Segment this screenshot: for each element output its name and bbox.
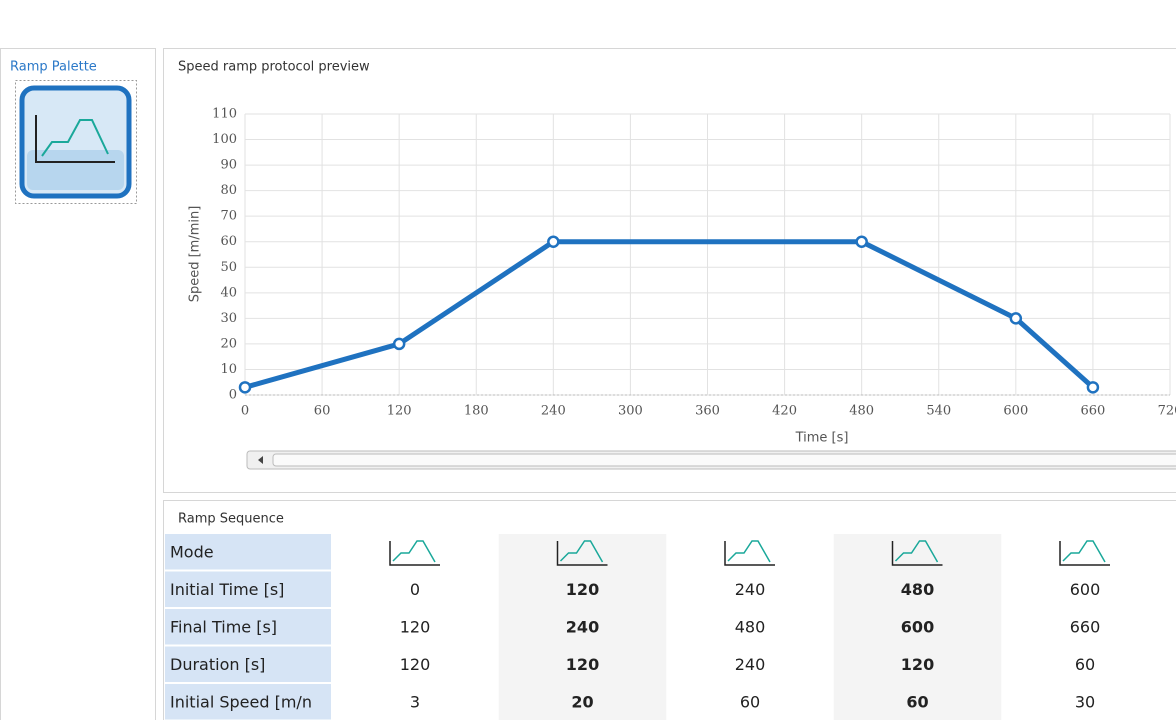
x-tick-label: 600 — [1003, 404, 1028, 419]
y-tick-label: 60 — [220, 234, 237, 249]
mode-icon-ramp — [559, 540, 604, 563]
mode-icon — [724, 541, 775, 566]
cell: 120 — [400, 655, 431, 674]
y-tick-label: 0 — [229, 388, 237, 403]
x-tick-label: 660 — [1081, 404, 1106, 419]
cell: 20 — [571, 692, 593, 711]
x-axis-label: Time [s] — [795, 431, 849, 446]
y-axis-label: Speed [m/min] — [188, 206, 203, 303]
cell: 480 — [901, 580, 934, 599]
table-panel — [163, 500, 1176, 720]
mode-icon-ramp — [894, 540, 939, 563]
scroll-thumb[interactable] — [272, 453, 1176, 467]
speed-line — [244, 239, 1095, 390]
x-tick-label: 60 — [314, 404, 331, 419]
cell: 660 — [1070, 617, 1101, 636]
row-header: Initial Speed [m/n — [170, 692, 312, 711]
mode-icon-ramp — [392, 540, 436, 563]
y-tick-label: 70 — [220, 209, 237, 224]
chart-panel — [163, 48, 1176, 493]
x-tick-label: 0 — [241, 404, 249, 419]
row-header-cell — [165, 534, 331, 570]
y-tick-label: 20 — [220, 336, 237, 351]
cell: 120 — [400, 617, 431, 636]
y-tick-label: 110 — [212, 107, 237, 122]
cell: 60 — [906, 692, 928, 711]
ramp-icon-axes — [35, 115, 115, 163]
x-tick-label: 240 — [541, 404, 566, 419]
table: Mode Initial Time [s] Final Time [s] Durati… — [165, 534, 1110, 720]
mode-icon — [389, 541, 440, 566]
row-header: Initial Time [s] — [170, 580, 284, 599]
point-marker — [392, 337, 406, 351]
mode-icon — [891, 541, 943, 566]
x-tick-label: 300 — [618, 404, 643, 419]
cell: 120 — [566, 580, 599, 599]
ramp-icon-shade — [27, 150, 124, 190]
x-tick-label: 180 — [464, 404, 489, 419]
cell: 240 — [735, 655, 766, 674]
cell: 120 — [566, 655, 599, 674]
y-tick-label: 50 — [220, 260, 237, 275]
point-marker — [1086, 381, 1100, 394]
x-tick-label: 480 — [849, 404, 874, 419]
cell: 240 — [735, 580, 766, 599]
row-header-cell — [165, 646, 331, 682]
cell: 60 — [1075, 655, 1095, 674]
mode-icon-ramp — [1062, 540, 1106, 563]
row-header: Final Time [s] — [170, 617, 277, 636]
point-marker — [855, 235, 868, 248]
point-marker — [1009, 312, 1023, 325]
y-tick-label: 10 — [220, 362, 237, 377]
cell: 240 — [566, 617, 599, 636]
plot: 0 10 20 30 40 50 60 70 80 90 100 110 0 60 120 180 240 300… — [212, 107, 1176, 419]
palette-title: Ramp Palette — [10, 60, 97, 75]
mode-icon — [1059, 541, 1110, 566]
cell: 480 — [735, 617, 766, 636]
scroll-left-arrow[interactable] — [258, 456, 263, 464]
cell: 120 — [901, 655, 934, 674]
cell: 30 — [1075, 692, 1095, 711]
palette-item-frame[interactable] — [15, 80, 137, 204]
table-title: Ramp Sequence — [178, 512, 284, 527]
cell: 600 — [1070, 580, 1101, 599]
x-tick-label: 540 — [926, 404, 951, 419]
y-tick-label: 90 — [220, 158, 237, 173]
chart-title: Speed ramp protocol preview — [178, 60, 370, 75]
row-header-cell — [165, 571, 331, 607]
cell: 0 — [410, 580, 420, 599]
row-header: Mode — [170, 542, 214, 561]
row-header-cell — [165, 609, 331, 645]
point-marker — [547, 235, 560, 248]
x-tick-label: 360 — [695, 404, 720, 419]
row-header: Duration [s] — [170, 655, 265, 674]
y-tick-label: 80 — [220, 183, 237, 198]
x-tick-label: 120 — [387, 404, 412, 419]
x-tick-label: 720 — [1158, 404, 1176, 419]
cell: 3 — [410, 692, 420, 711]
cell: 600 — [901, 617, 934, 636]
y-tick-label: 40 — [220, 285, 237, 300]
ramp-icon-line — [41, 119, 109, 157]
point-marker — [238, 381, 252, 394]
cell: 60 — [740, 692, 760, 711]
x-tick-label: 420 — [772, 404, 797, 419]
y-tick-label: 100 — [212, 132, 237, 147]
row-header-cell — [165, 684, 331, 720]
mode-icon-ramp — [727, 540, 771, 563]
y-tick-label: 30 — [220, 311, 237, 326]
mode-icon — [556, 541, 608, 566]
